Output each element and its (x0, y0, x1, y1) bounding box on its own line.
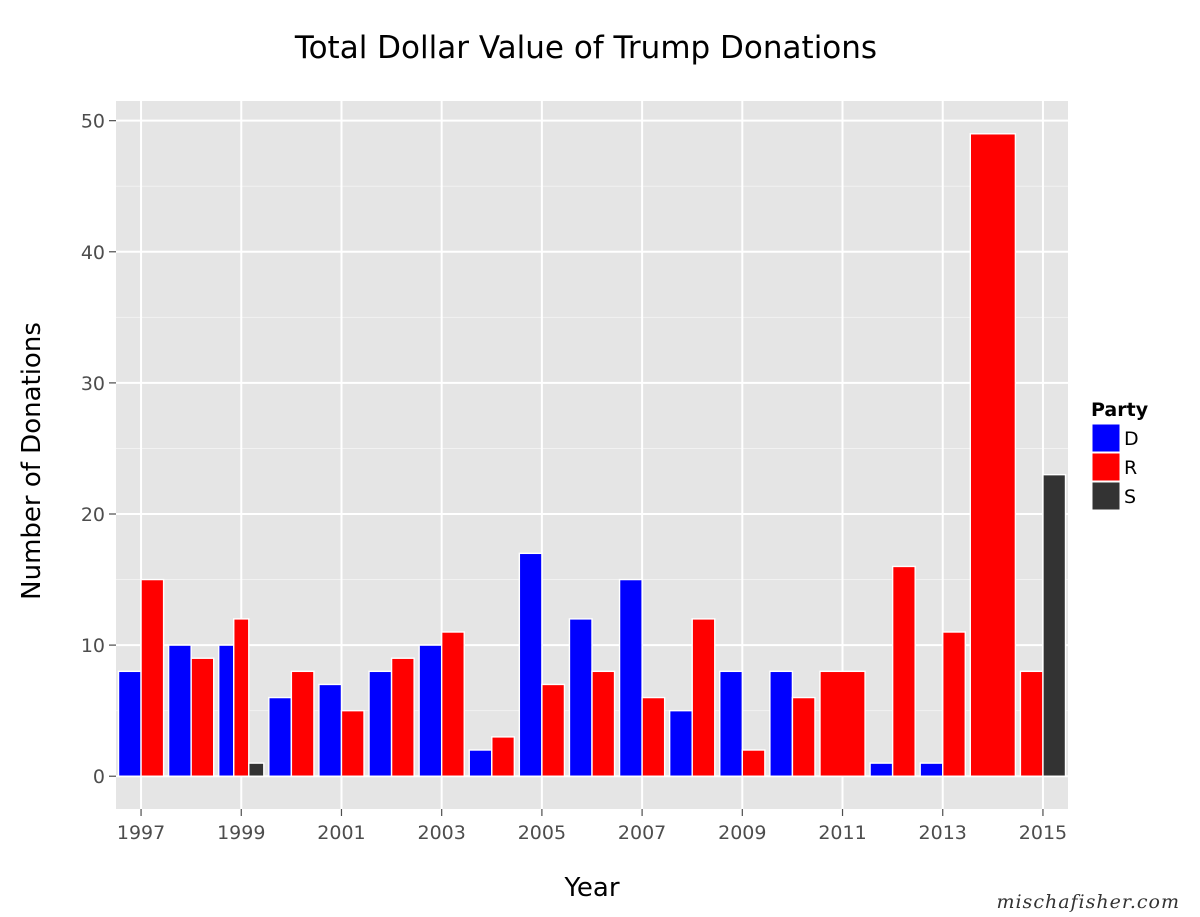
bar-D-2002 (368, 670, 393, 777)
bar-D-2001 (318, 683, 343, 777)
y-tick-label: 50 (81, 111, 105, 133)
legend-key-R (1091, 452, 1121, 482)
bar-R-2002 (390, 657, 415, 777)
chart-title: Total Dollar Value of Trump Donations (294, 30, 877, 66)
x-tick-label: 2009 (718, 822, 766, 844)
legend-title: Party (1091, 399, 1149, 421)
bar-R-2000 (290, 670, 315, 777)
bar-R-2007 (641, 696, 666, 777)
x-tick-label: 2013 (919, 822, 967, 844)
bar-D-2005 (518, 552, 543, 777)
x-tick-label: 2005 (518, 822, 566, 844)
bar-R-2013 (942, 631, 966, 777)
bar-R-2010 (791, 696, 816, 777)
bar-D-2004 (468, 749, 493, 777)
bar-R-2014 (969, 133, 1017, 777)
bar-R-2006 (591, 670, 616, 777)
x-tick-label: 1999 (217, 822, 265, 844)
bar-D-2007 (618, 578, 643, 777)
bar-R-2004 (491, 736, 516, 777)
bar-D-2000 (268, 696, 293, 777)
y-tick-label: 30 (81, 373, 105, 395)
x-tick-label: 1997 (117, 822, 165, 844)
bar-R-2015 (1019, 670, 1044, 777)
x-axis-title: Year (563, 873, 619, 903)
x-tick-label: 2007 (618, 822, 666, 844)
y-tick-label: 40 (81, 242, 105, 264)
bar-D-2012 (869, 762, 894, 777)
bars (117, 133, 1067, 777)
x-tick-label: 2001 (317, 822, 365, 844)
bar-R-2003 (440, 631, 465, 777)
bar-D-2003 (418, 644, 443, 777)
bar-D-1999 (218, 644, 235, 777)
legend-label-D: D (1124, 428, 1139, 450)
y-tick-label: 20 (81, 504, 105, 526)
bar-R-2005 (541, 683, 566, 777)
legend: Party DRS (1091, 399, 1149, 511)
x-tick-label: 2003 (418, 822, 466, 844)
bar-D-1997 (117, 670, 142, 777)
bar-R-2008 (691, 618, 716, 777)
legend-key-D (1091, 423, 1121, 453)
bar-D-1998 (167, 644, 192, 777)
bar-D-2006 (568, 618, 593, 777)
legend-key-S (1091, 481, 1121, 511)
bar-R-2009 (741, 749, 766, 777)
legend-label-S: S (1124, 486, 1136, 508)
y-axis-title: Number of Donations (17, 322, 47, 600)
y-tick-label: 10 (81, 635, 105, 657)
legend-label-R: R (1124, 457, 1137, 479)
bar-R-2012 (891, 565, 916, 777)
bar-D-2010 (769, 670, 794, 777)
bar-S-1999 (248, 762, 265, 777)
bar-R-2011 (819, 670, 866, 777)
bar-R-1998 (190, 657, 215, 777)
bar-D-2008 (668, 709, 693, 777)
legend-items: DRS (1091, 423, 1139, 511)
bar-D-2013 (919, 762, 944, 777)
bar-R-1997 (140, 578, 165, 777)
x-tick-label: 2011 (818, 822, 866, 844)
bar-S-2015 (1042, 473, 1067, 777)
y-tick-label: 0 (93, 766, 105, 788)
watermark: mischafisher.com (996, 891, 1180, 913)
axes: 0 10 20 30 40 50 1997 1999 2001 2003 2005 2007 2009 2… (81, 111, 1067, 844)
bar-R-1999 (233, 618, 250, 777)
bar-D-2009 (719, 670, 744, 777)
bar-R-2001 (340, 709, 365, 777)
x-tick-label: 2015 (1019, 822, 1067, 844)
